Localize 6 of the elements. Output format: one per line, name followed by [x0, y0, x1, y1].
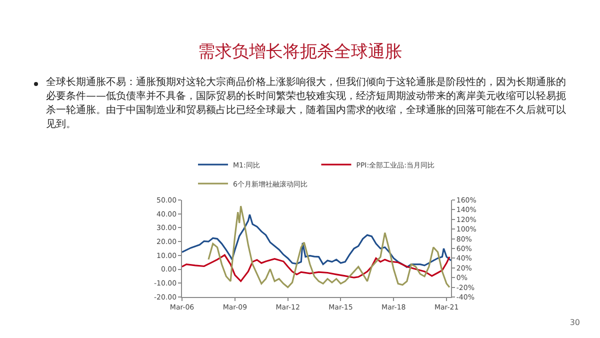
chart-title: 需求负增长将扼杀全球通胀 [197, 41, 403, 63]
chart-subtitle: 全球长期通胀不易：通胀预期对这轮大宗商品价格上涨影响很大，但我们倾向于这轮通胀是阶段性的，因为长期通胀的必要条件——低负债率并不具备，国际贸易的长时间繁荣也较难实现，经济短周期波动带来的离岸美元收缩可以轻易扼杀一轮通胀。由于中国制造业和贸易额占比已经全球最大，随着国内需求的收缩，全球通胀的回落可能在不久后就可以见到。 [46, 76, 566, 132]
line-series [182, 254, 450, 282]
line-series [182, 214, 451, 268]
line-series [208, 205, 450, 288]
text: 30 [568, 318, 580, 327]
